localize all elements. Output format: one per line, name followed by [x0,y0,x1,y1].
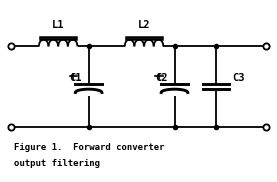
Text: Figure 1.  Forward converter: Figure 1. Forward converter [14,143,164,152]
Text: C1: C1 [69,73,82,83]
Text: L2: L2 [138,20,150,30]
Text: C3: C3 [233,73,245,83]
Text: L1: L1 [52,20,65,30]
Text: C2: C2 [155,73,168,83]
Text: output filtering: output filtering [14,159,100,168]
